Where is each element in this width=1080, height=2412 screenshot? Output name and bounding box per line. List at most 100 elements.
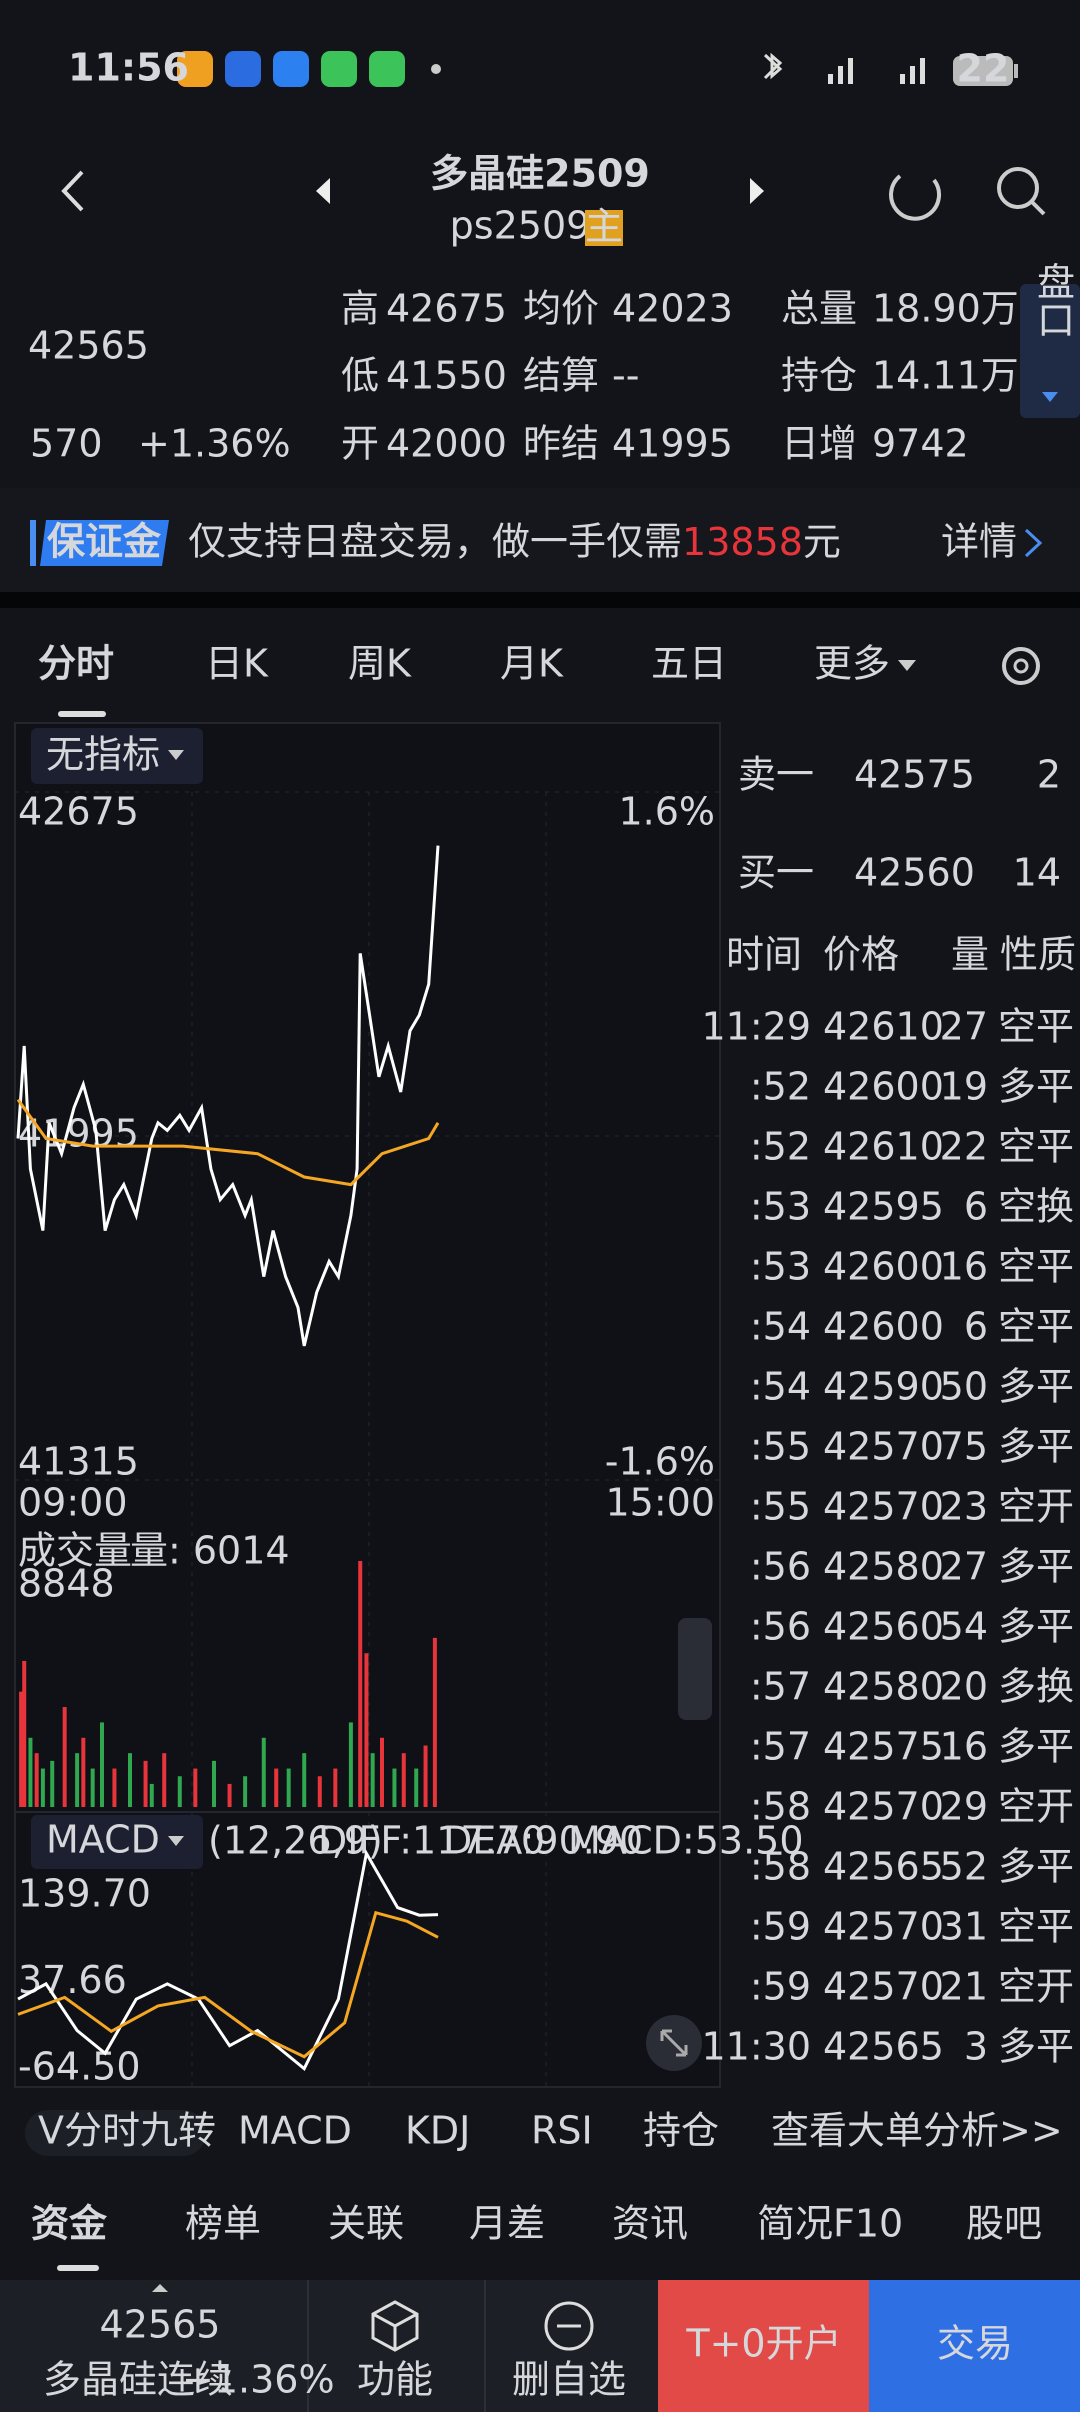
tab[interactable]: 更多: [814, 642, 890, 686]
volume-bar: [227, 1783, 232, 1807]
settings-button[interactable]: [1002, 647, 1040, 685]
big-order-link[interactable]: 查看大单分析>>: [771, 2109, 1063, 2153]
trade-type: 空开: [998, 1785, 1074, 1829]
details-link[interactable]: 详情: [941, 520, 1017, 564]
trade-price: 42565: [823, 1845, 944, 1889]
bar-name: 多晶硅连续: [43, 2358, 233, 2402]
trade-type: 多平: [998, 2025, 1074, 2069]
tab[interactable]: 月K: [500, 642, 564, 686]
bottom-tab[interactable]: 简况F10: [757, 2202, 903, 2246]
trade-time: :53: [750, 1185, 811, 1229]
volume-bar: [162, 1753, 167, 1807]
trade-price: 42590: [823, 1365, 944, 1409]
refresh-button[interactable]: [889, 174, 942, 221]
trade-time: :55: [750, 1485, 811, 1529]
trade-type: 空平: [998, 1905, 1074, 1949]
volume-bar: [62, 1707, 67, 1807]
trade-qty: 16: [940, 1245, 988, 1289]
volume-bar: [143, 1760, 148, 1807]
trade-time: :56: [750, 1545, 811, 1589]
y-tick-label: 41315: [18, 1440, 139, 1484]
badge-bg: [585, 210, 623, 246]
trade-qty: 19: [940, 1065, 988, 1109]
trade-type: 空开: [998, 1485, 1074, 1529]
tab[interactable]: 分时: [38, 642, 114, 686]
trade-qty: 23: [940, 1485, 988, 1529]
last-price: 42565: [28, 324, 149, 368]
volume-bar: [19, 1691, 24, 1807]
trade-qty: 6: [964, 1185, 988, 1229]
bottom-tab[interactable]: 资讯: [612, 2202, 688, 2246]
bottom-tab[interactable]: 榜单: [185, 2202, 261, 2246]
macd-legend: MACD:53.50: [568, 1819, 804, 1863]
bottom-tab[interactable]: 资金: [31, 2202, 108, 2246]
stat-label: 低: [341, 354, 379, 398]
stat-label: 日增: [781, 422, 857, 466]
book-side: 买一: [738, 851, 814, 895]
trade-qty: 75: [940, 1425, 988, 1469]
volume-bar: [401, 1753, 406, 1807]
panel-button[interactable]: [1020, 284, 1080, 418]
trade-type: 空平: [998, 1245, 1074, 1289]
trade-time: :59: [750, 1905, 811, 1949]
tab[interactable]: 五日: [651, 642, 727, 686]
volume-bar: [333, 1768, 338, 1807]
stat-label: 结算: [523, 354, 599, 398]
trade-time: :53: [750, 1245, 811, 1289]
book-side: 卖一: [738, 753, 814, 797]
status-icons: [177, 51, 1018, 87]
trade-label: 交易: [937, 2322, 1013, 2366]
trade-type: 多平: [998, 1365, 1074, 1409]
bottom-tab[interactable]: 关联: [328, 2202, 404, 2246]
indicator-tab[interactable]: RSI: [531, 2109, 593, 2153]
volume-bar: [392, 1768, 397, 1807]
search-button[interactable]: [997, 167, 1046, 216]
open-account-button[interactable]: [658, 2280, 869, 2412]
volume-bar: [81, 1737, 86, 1807]
bottom-tab[interactable]: 股吧: [966, 2202, 1042, 2246]
nine-turn-button[interactable]: [25, 2110, 206, 2156]
trade-time: :52: [750, 1065, 811, 1109]
volume-bar: [40, 1768, 45, 1807]
prev-button[interactable]: [316, 178, 330, 204]
trade-qty: 16: [940, 1725, 988, 1769]
indicator-button[interactable]: [31, 728, 203, 784]
trade-button[interactable]: [869, 2280, 1080, 2412]
bottom-tab[interactable]: 月差: [469, 2202, 545, 2246]
battery-level: 22: [957, 47, 1010, 91]
trade-price: 42575: [823, 1725, 944, 1769]
trade-qty: 29: [940, 1785, 988, 1829]
status-time: 11:56: [68, 46, 189, 90]
trade-time: :59: [750, 1965, 811, 2009]
volume-bar: [370, 1753, 375, 1807]
stat-value: 9742: [872, 422, 969, 466]
trade-type: 多平: [998, 1845, 1074, 1889]
tab[interactable]: 日K: [205, 642, 269, 686]
trade-type: 空换: [998, 1185, 1074, 1229]
indicator-tab[interactable]: MACD: [238, 2109, 352, 2153]
volume-bar: [286, 1768, 291, 1807]
indicator-tab[interactable]: KDJ: [405, 2109, 470, 2153]
indicator-tab[interactable]: 持仓: [643, 2109, 719, 2153]
tab[interactable]: 周K: [348, 642, 412, 686]
stat-value: 18.90万: [872, 287, 1019, 331]
volume-bar: [380, 1737, 384, 1807]
trade-qty: 52: [940, 1845, 988, 1889]
y2-tick-label: -1.6%: [605, 1440, 715, 1484]
stat-value: --: [612, 354, 639, 398]
stat-value: 14.11万: [872, 354, 1019, 398]
macd-title: MACD: [46, 1818, 160, 1862]
trade-time: :58: [750, 1785, 811, 1829]
back-button[interactable]: [61, 170, 84, 212]
macd-button[interactable]: [31, 1815, 203, 1869]
volume-bar: [212, 1760, 216, 1807]
collapse-handle[interactable]: [678, 1618, 712, 1720]
next-button[interactable]: [750, 178, 764, 204]
indicator-label: 无指标: [46, 733, 160, 777]
indicator-tab[interactable]: V分时九转: [38, 2109, 216, 2153]
stat-value: 42675: [386, 287, 507, 331]
function-label: 功能: [357, 2358, 433, 2402]
trade-price: 42570: [823, 1965, 944, 2009]
stat-label: 持仓: [781, 354, 857, 398]
